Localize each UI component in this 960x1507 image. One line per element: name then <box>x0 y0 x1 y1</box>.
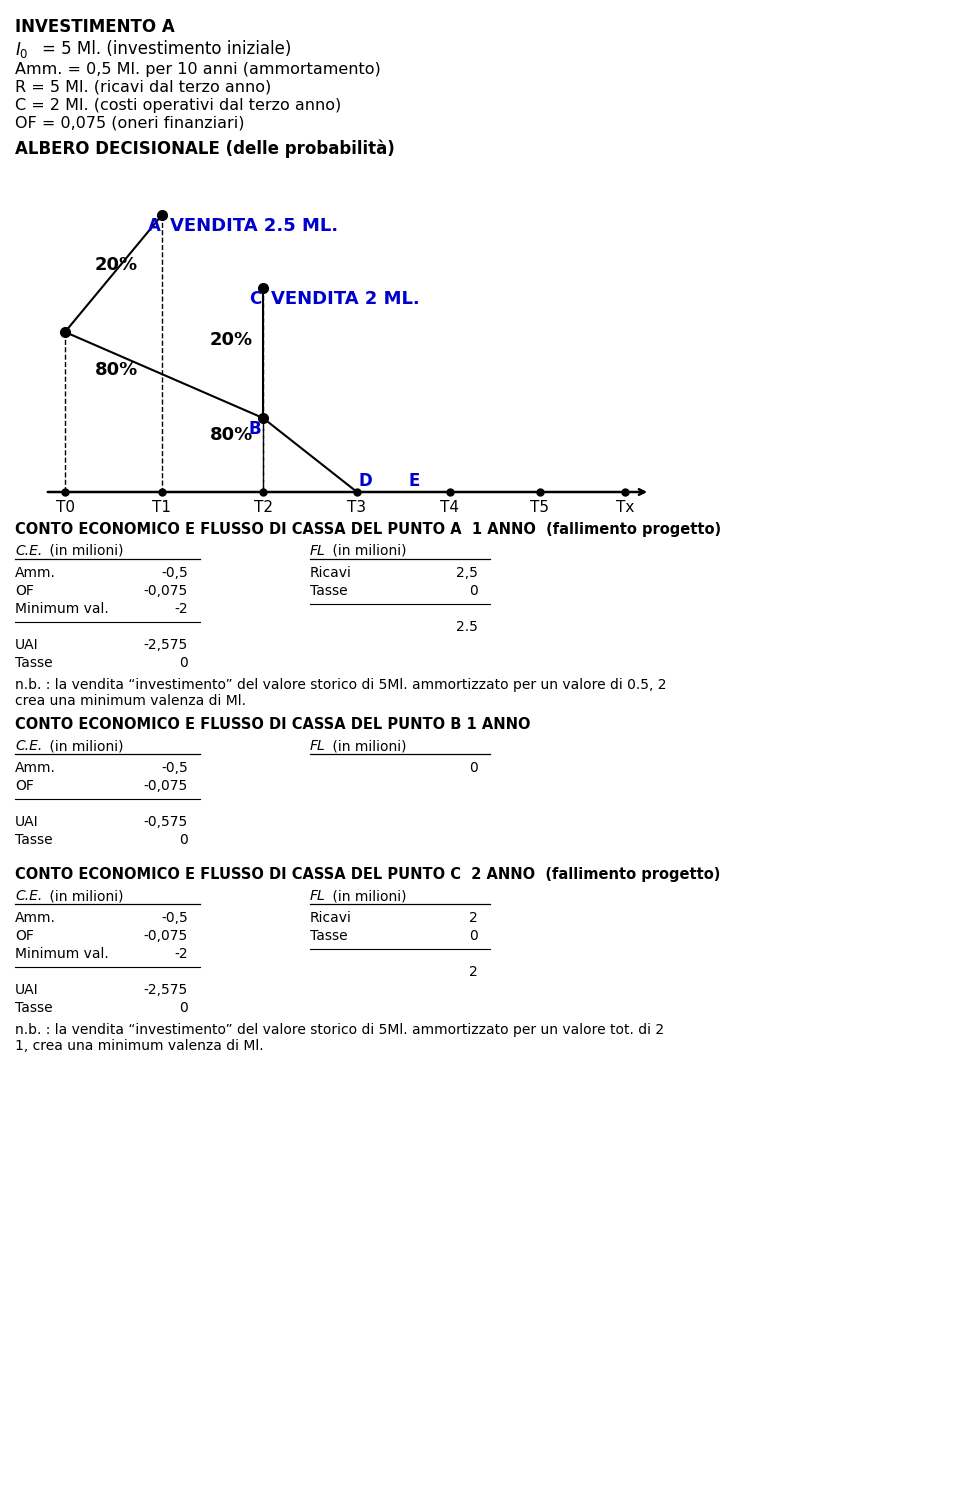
Text: CONTO ECONOMICO E FLUSSO DI CASSA DEL PUNTO A  1 ANNO  (fallimento progetto): CONTO ECONOMICO E FLUSSO DI CASSA DEL PU… <box>15 521 721 536</box>
Text: 2,5: 2,5 <box>456 567 478 580</box>
Text: C.E.: C.E. <box>15 889 42 903</box>
Text: OF: OF <box>15 928 34 943</box>
Text: UAI: UAI <box>15 637 38 653</box>
Text: = 5 Ml. (investimento iniziale): = 5 Ml. (investimento iniziale) <box>42 41 292 57</box>
Text: n.b. : la vendita “investimento” del valore storico di 5Ml. ammortizzato per un : n.b. : la vendita “investimento” del val… <box>15 678 666 692</box>
Text: FL: FL <box>310 738 325 754</box>
Text: R = 5 Ml. (ricavi dal terzo anno): R = 5 Ml. (ricavi dal terzo anno) <box>15 80 272 95</box>
Text: Tasse: Tasse <box>15 833 53 847</box>
Text: T5: T5 <box>531 500 549 515</box>
Text: (in milioni): (in milioni) <box>45 544 124 558</box>
Text: OF: OF <box>15 585 34 598</box>
Text: FL: FL <box>310 544 325 558</box>
Text: Tasse: Tasse <box>310 928 348 943</box>
Text: Amm. = 0,5 Ml. per 10 anni (ammortamento): Amm. = 0,5 Ml. per 10 anni (ammortamento… <box>15 62 381 77</box>
Text: OF = 0,075 (oneri finanziari): OF = 0,075 (oneri finanziari) <box>15 116 245 131</box>
Text: ALBERO DECISIONALE (delle probabilità): ALBERO DECISIONALE (delle probabilità) <box>15 140 395 158</box>
Text: Minimum val.: Minimum val. <box>15 601 108 616</box>
Text: CONTO ECONOMICO E FLUSSO DI CASSA DEL PUNTO C  2 ANNO  (fallimento progetto): CONTO ECONOMICO E FLUSSO DI CASSA DEL PU… <box>15 867 720 882</box>
Text: 2: 2 <box>469 964 478 980</box>
Text: -2: -2 <box>175 946 188 961</box>
Text: -2: -2 <box>175 601 188 616</box>
Text: 0: 0 <box>180 833 188 847</box>
Text: Amm.: Amm. <box>15 912 56 925</box>
Text: 0: 0 <box>469 585 478 598</box>
Text: E: E <box>409 472 420 490</box>
Text: (in milioni): (in milioni) <box>328 738 406 754</box>
Text: crea una minimum valenza di Ml.: crea una minimum valenza di Ml. <box>15 695 246 708</box>
Text: 80%: 80% <box>210 426 253 445</box>
Text: 0: 0 <box>180 1001 188 1016</box>
Text: VENDITA 2 ML.: VENDITA 2 ML. <box>271 289 420 307</box>
Text: (in milioni): (in milioni) <box>45 738 124 754</box>
Text: Tasse: Tasse <box>310 585 348 598</box>
Text: Ricavi: Ricavi <box>310 912 352 925</box>
Text: -0,5: -0,5 <box>161 567 188 580</box>
Text: 0: 0 <box>469 761 478 775</box>
Text: C.E.: C.E. <box>15 544 42 558</box>
Text: -2,575: -2,575 <box>144 983 188 998</box>
Text: T3: T3 <box>348 500 367 515</box>
Text: Tx: Tx <box>615 500 635 515</box>
Text: VENDITA 2.5 ML.: VENDITA 2.5 ML. <box>170 217 338 235</box>
Text: INVESTIMENTO A: INVESTIMENTO A <box>15 18 175 36</box>
Text: B: B <box>249 420 262 439</box>
Text: C: C <box>249 289 261 307</box>
Text: -0,075: -0,075 <box>144 585 188 598</box>
Text: 0: 0 <box>469 928 478 943</box>
Text: Minimum val.: Minimum val. <box>15 946 108 961</box>
Text: 0: 0 <box>180 656 188 671</box>
Text: 20%: 20% <box>210 332 253 350</box>
Text: (in milioni): (in milioni) <box>328 889 406 903</box>
Text: Amm.: Amm. <box>15 567 56 580</box>
Text: T2: T2 <box>253 500 273 515</box>
Text: 1, crea una minimum valenza di Ml.: 1, crea una minimum valenza di Ml. <box>15 1038 264 1053</box>
Text: 2: 2 <box>469 912 478 925</box>
Text: Ricavi: Ricavi <box>310 567 352 580</box>
Text: -0,5: -0,5 <box>161 912 188 925</box>
Text: (in milioni): (in milioni) <box>328 544 406 558</box>
Text: -0,5: -0,5 <box>161 761 188 775</box>
Text: T1: T1 <box>153 500 172 515</box>
Text: FL: FL <box>310 889 325 903</box>
Text: -0,075: -0,075 <box>144 928 188 943</box>
Text: -0,075: -0,075 <box>144 779 188 793</box>
Text: UAI: UAI <box>15 815 38 829</box>
Text: A: A <box>148 217 161 235</box>
Text: -2,575: -2,575 <box>144 637 188 653</box>
Text: 80%: 80% <box>95 362 138 378</box>
Text: 2.5: 2.5 <box>456 619 478 634</box>
Text: Tasse: Tasse <box>15 656 53 671</box>
Text: T0: T0 <box>56 500 75 515</box>
Text: -0,575: -0,575 <box>144 815 188 829</box>
Text: Amm.: Amm. <box>15 761 56 775</box>
Text: UAI: UAI <box>15 983 38 998</box>
Text: T4: T4 <box>441 500 460 515</box>
Text: n.b. : la vendita “investimento” del valore storico di 5Ml. ammortizzato per un : n.b. : la vendita “investimento” del val… <box>15 1023 664 1037</box>
Text: C = 2 Ml. (costi operativi dal terzo anno): C = 2 Ml. (costi operativi dal terzo ann… <box>15 98 341 113</box>
Text: C.E.: C.E. <box>15 738 42 754</box>
Text: CONTO ECONOMICO E FLUSSO DI CASSA DEL PUNTO B 1 ANNO: CONTO ECONOMICO E FLUSSO DI CASSA DEL PU… <box>15 717 531 732</box>
Text: D: D <box>359 472 372 490</box>
Text: Tasse: Tasse <box>15 1001 53 1016</box>
Text: OF: OF <box>15 779 34 793</box>
Text: (in milioni): (in milioni) <box>45 889 124 903</box>
Text: 20%: 20% <box>95 256 138 274</box>
Text: $I_0$: $I_0$ <box>15 41 29 60</box>
